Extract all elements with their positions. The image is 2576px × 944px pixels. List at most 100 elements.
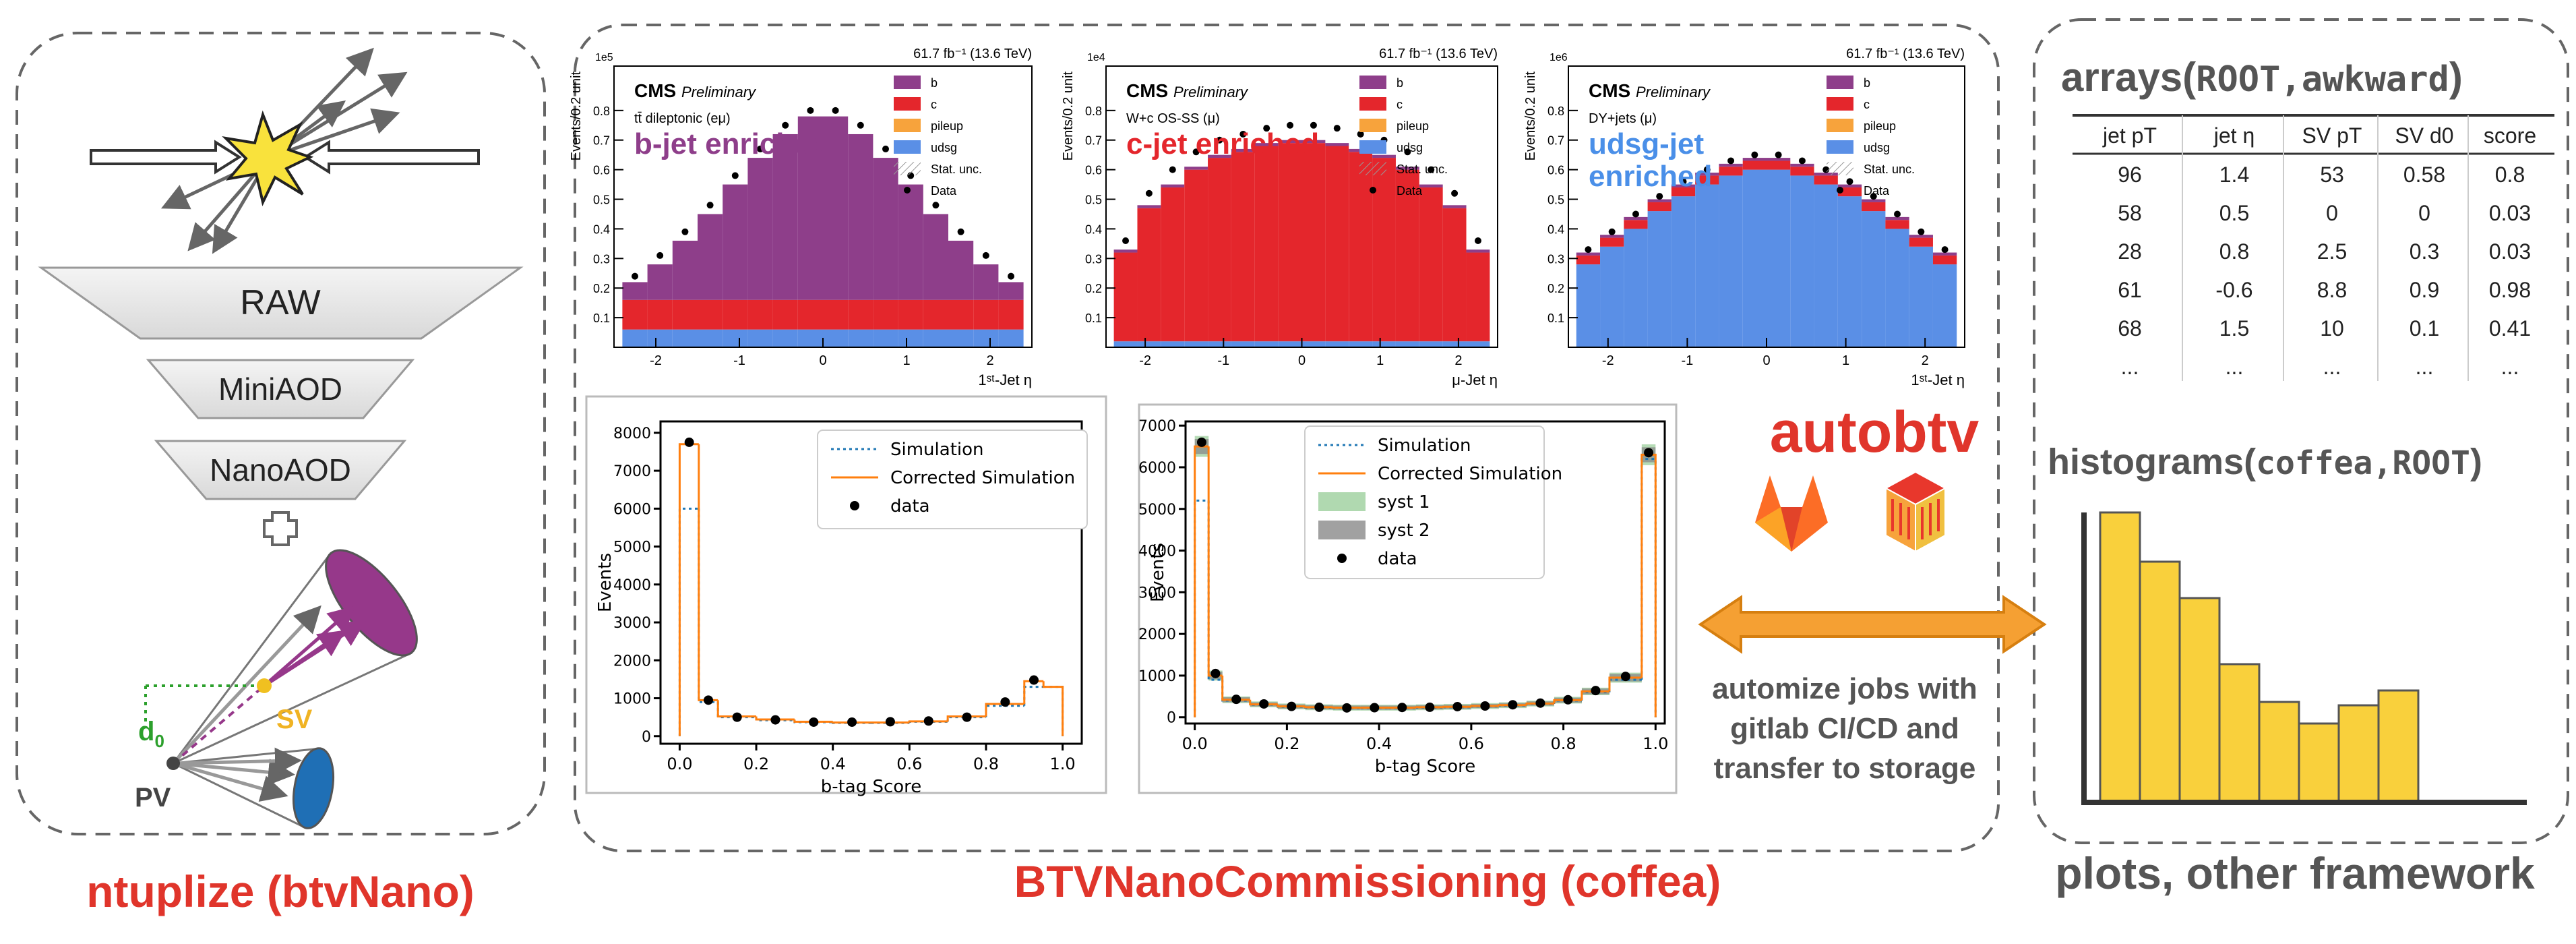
stack-bar xyxy=(698,299,723,330)
stack-bar xyxy=(973,299,999,330)
x-tick-label: 0.8 xyxy=(1551,734,1576,753)
stack-bar xyxy=(723,329,748,347)
stack-bar xyxy=(1278,341,1302,347)
stack-bar xyxy=(1790,167,1814,176)
x-tick-label: 1 xyxy=(1842,353,1849,368)
data-point xyxy=(1474,237,1481,244)
table-cell: 0.3 xyxy=(2410,239,2439,264)
data-point xyxy=(1210,668,1221,678)
y-tick-label: 0.2 xyxy=(1085,282,1102,295)
legend-label: Stat. unc. xyxy=(1397,163,1448,176)
hist-icon xyxy=(2081,511,2527,805)
legend-label: Simulation xyxy=(890,440,984,460)
stack-bar xyxy=(1695,184,1719,347)
data-point xyxy=(1357,130,1364,138)
x-tick-label: -1 xyxy=(733,353,745,368)
data-point xyxy=(1314,702,1324,712)
x-tick-label: -2 xyxy=(1139,353,1151,368)
table-cell: ... xyxy=(2121,355,2139,379)
data-point xyxy=(882,145,889,152)
stack-bar xyxy=(1442,205,1467,208)
stack-bar xyxy=(1790,163,1814,167)
stack-bar xyxy=(1719,163,1743,167)
stack-bar xyxy=(1576,264,1601,347)
step-line xyxy=(1207,500,1223,681)
stack-bar xyxy=(1442,341,1467,347)
lumi-label: 61.7 fb⁻¹ (13.6 TeV) xyxy=(1379,47,1498,61)
legend-label: syst 2 xyxy=(1378,521,1430,541)
x-tick-label: 1 xyxy=(1376,353,1384,368)
table-cell: 68 xyxy=(2118,316,2142,341)
x-tick-label: 2 xyxy=(1922,353,1929,368)
beam-arrow xyxy=(303,140,480,175)
step-line xyxy=(908,720,948,723)
x-tick-label: 0 xyxy=(819,353,826,368)
table-cell: ... xyxy=(2416,355,2434,379)
stack-bar xyxy=(647,264,673,300)
y-tick-label: 0.8 xyxy=(1085,105,1102,118)
stack-bar xyxy=(823,116,849,300)
tier-label: RAW xyxy=(240,283,320,322)
table-cell: ... xyxy=(2501,355,2519,379)
d0-symbol: d xyxy=(138,717,154,746)
data-point xyxy=(1263,125,1270,132)
stack-bar xyxy=(1254,146,1279,342)
y-tick-label: 2000 xyxy=(1138,626,1176,643)
y-tick-label: 6000 xyxy=(1138,460,1176,477)
step-line xyxy=(755,716,795,721)
table-cell: 0.03 xyxy=(2489,201,2531,225)
step-line xyxy=(1194,445,1209,717)
legend-label: Corrected Simulation xyxy=(890,468,1075,488)
data-point xyxy=(885,717,895,727)
title-part: coffea,ROOT xyxy=(2256,444,2470,482)
stack-bar xyxy=(1719,175,1743,347)
stack-bar xyxy=(1184,169,1208,342)
x-tick-label: 0.8 xyxy=(973,755,999,773)
stack-bar xyxy=(1254,341,1279,347)
data-point xyxy=(932,202,940,209)
y-tick-label: 0.6 xyxy=(1085,164,1102,177)
stack-bar xyxy=(873,158,898,300)
y-tick-label: 0.7 xyxy=(1085,134,1102,148)
tier-shape xyxy=(154,440,407,500)
x-axis-label: b-tag Score xyxy=(1375,757,1476,777)
data-point xyxy=(1008,272,1014,280)
table-cell: 61 xyxy=(2118,278,2142,302)
storage-icon xyxy=(1884,471,1947,553)
legend-swatch xyxy=(1370,187,1376,194)
stack-bar xyxy=(1600,246,1624,347)
y-tick-label: 0.5 xyxy=(593,194,610,207)
data-point xyxy=(1591,686,1601,696)
x-tick-label: 0.2 xyxy=(743,755,769,773)
hist-title: histograms(coffea,ROOT) xyxy=(2048,442,2482,482)
middle-caption: BTVNanoCommissioning (coffea) xyxy=(1014,856,1721,906)
stack-bar xyxy=(1301,140,1326,144)
data-point xyxy=(957,228,964,235)
y-tick-label: 0 xyxy=(1167,710,1176,727)
data-point xyxy=(847,717,857,727)
stack-bar xyxy=(1742,158,1767,161)
legend-swatch xyxy=(1359,162,1386,175)
table-cell: 28 xyxy=(2118,239,2142,264)
title-part: arrays( xyxy=(2061,55,2196,100)
data-point xyxy=(1145,189,1153,197)
stack-bar xyxy=(1466,341,1490,347)
gitlab-icon xyxy=(1755,475,1828,552)
data-point xyxy=(681,228,689,235)
data-point xyxy=(962,712,972,722)
data-point xyxy=(809,717,819,727)
y-tick-label: 0.1 xyxy=(1547,312,1564,325)
data-point xyxy=(1751,151,1758,158)
scale-label: 1e4 xyxy=(1087,52,1105,63)
legend-label: c xyxy=(1864,98,1870,111)
table-cell: 0.98 xyxy=(2489,278,2531,302)
stack-bar xyxy=(672,329,698,347)
step-line xyxy=(716,700,757,718)
data-point xyxy=(704,695,714,705)
stack-bar xyxy=(1671,184,1696,187)
collision-star xyxy=(222,110,314,206)
legend-swatch xyxy=(1827,97,1853,111)
data-point xyxy=(1342,703,1352,713)
stack-bar xyxy=(1113,249,1138,253)
